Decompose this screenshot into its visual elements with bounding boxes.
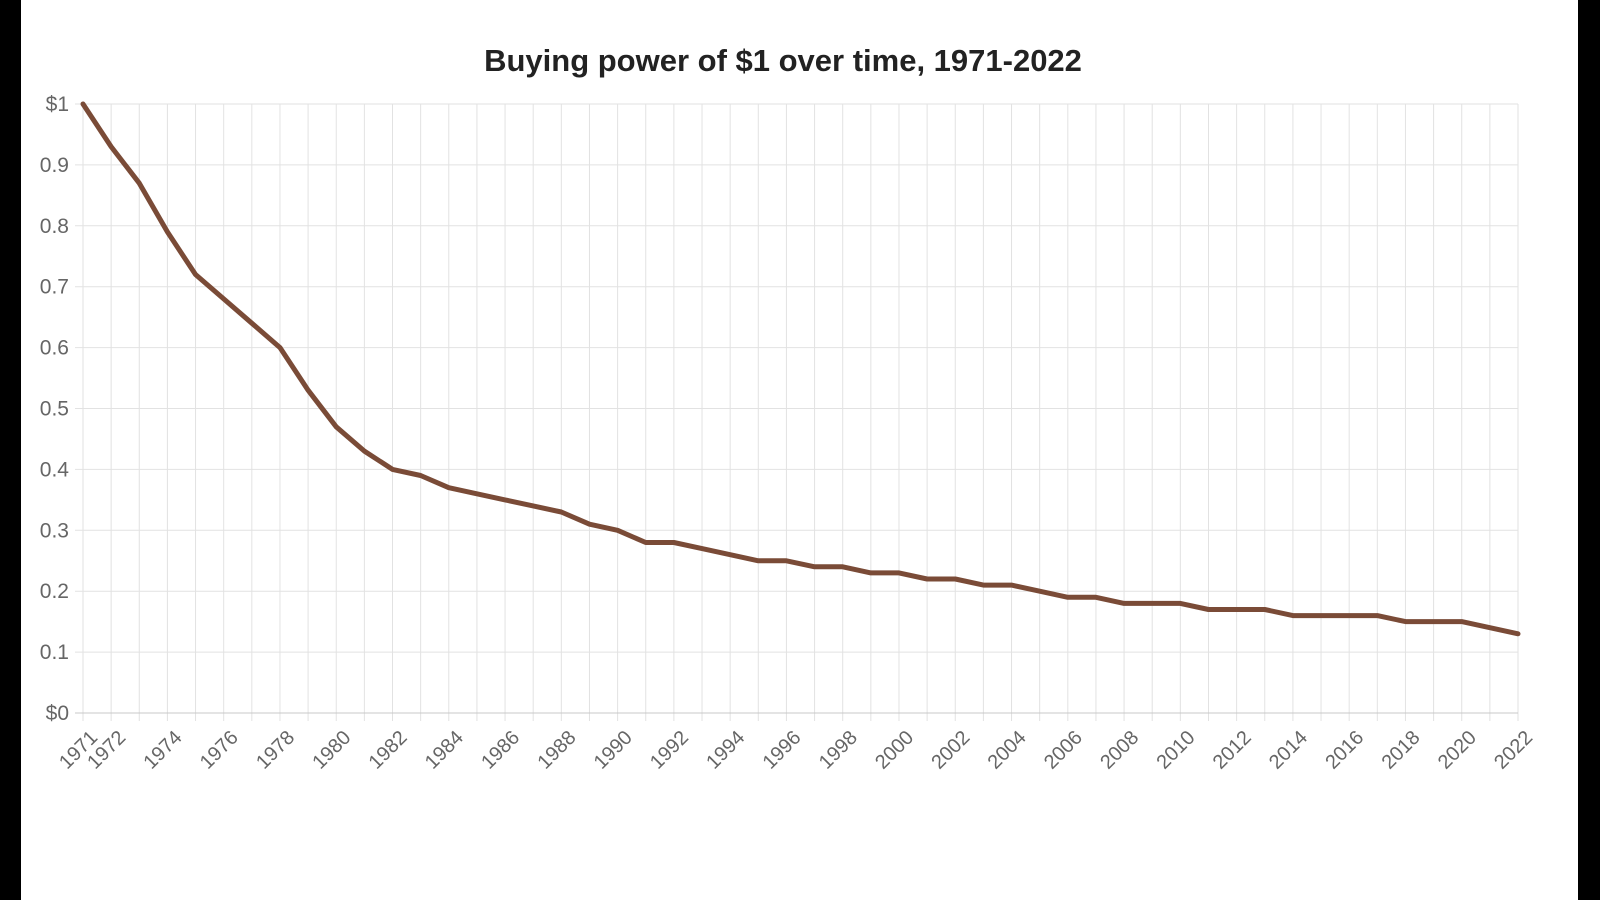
data-point (1262, 607, 1267, 612)
data-point (1206, 607, 1211, 612)
data-point (1009, 583, 1014, 588)
data-point (1290, 613, 1295, 618)
data-point (362, 449, 367, 454)
data-point (953, 577, 958, 582)
data-point (1403, 619, 1408, 624)
data-point (868, 570, 873, 575)
data-point (109, 144, 114, 149)
x-tick-label: 2020 (1434, 727, 1481, 774)
data-point (812, 564, 817, 569)
data-point (643, 540, 648, 545)
data-point (249, 321, 254, 326)
data-point (277, 345, 282, 350)
data-point (1375, 613, 1380, 618)
data-point (165, 229, 170, 234)
data-point (1065, 595, 1070, 600)
x-tick-label: 2018 (1378, 727, 1425, 774)
data-point (221, 296, 226, 301)
y-tick-label: 0.8 (40, 215, 69, 238)
data-point (390, 467, 395, 472)
y-tick-label: $1 (46, 93, 69, 116)
x-tick-label: 1998 (815, 727, 862, 774)
data-point (728, 552, 733, 557)
y-axis: $0 0.1 0.2 0.3 0.4 0.5 0.6 0.7 0.8 0.9 $1 (40, 93, 70, 725)
data-point (756, 558, 761, 563)
y-tick-label: $0 (46, 702, 69, 725)
data-point (840, 564, 845, 569)
data-point (81, 102, 86, 107)
y-tick-label: 0.4 (40, 458, 70, 481)
x-tick-label: 1984 (421, 727, 468, 774)
series-line (80, 101, 1521, 637)
x-tick-label: 2002 (927, 727, 974, 774)
data-point (925, 577, 930, 582)
y-tick-label: 0.2 (40, 580, 69, 603)
data-point (531, 503, 536, 508)
y-tick-label: 0.9 (40, 154, 69, 177)
y-tick-label: 0.1 (40, 641, 69, 664)
x-tick-label: 2022 (1490, 727, 1537, 774)
x-tick-label: 2014 (1265, 727, 1312, 774)
data-point (615, 528, 620, 533)
chart-frame: Buying power of $1 over time, 1971-2022 … (21, 0, 1578, 900)
x-tick-label: 2010 (1152, 727, 1199, 774)
y-tick-label: 0.5 (40, 398, 69, 421)
data-point (1037, 589, 1042, 594)
x-tick-label: 2004 (984, 727, 1031, 774)
data-point (896, 570, 901, 575)
chart-title: Buying power of $1 over time, 1971-2022 (484, 43, 1082, 78)
data-point (1487, 625, 1492, 630)
data-point (503, 497, 508, 502)
x-tick-label: 2012 (1209, 727, 1256, 774)
x-tick-label: 2008 (1096, 727, 1143, 774)
data-point (587, 522, 592, 527)
grid-lines (75, 103, 1519, 721)
data-point (1150, 601, 1155, 606)
data-point (1347, 613, 1352, 618)
data-point (446, 485, 451, 490)
x-tick-label: 1976 (196, 727, 243, 774)
data-point (981, 583, 986, 588)
data-point (671, 540, 676, 545)
data-point (1319, 613, 1324, 618)
x-tick-label: 2006 (1040, 727, 1087, 774)
data-point (1516, 631, 1521, 636)
data-point (1234, 607, 1239, 612)
data-point (418, 473, 423, 478)
x-tick-label: 1992 (646, 727, 693, 774)
y-tick-label: 0.3 (40, 519, 69, 542)
x-tick-label: 1990 (590, 727, 637, 774)
x-tick-label: 1994 (702, 727, 749, 774)
data-point (137, 181, 142, 186)
x-tick-label: 1996 (759, 727, 806, 774)
data-point (1122, 601, 1127, 606)
data-point (1093, 595, 1098, 600)
data-point (193, 272, 198, 277)
line-chart: Buying power of $1 over time, 1971-2022 … (40, 43, 1537, 774)
x-tick-label: 1978 (252, 727, 299, 774)
data-point (559, 510, 564, 515)
x-tick-label: 2000 (871, 727, 918, 774)
data-point (474, 491, 479, 496)
data-point (306, 388, 311, 393)
data-point (1459, 619, 1464, 624)
x-tick-label: 2016 (1321, 727, 1368, 774)
series-group (80, 101, 1521, 637)
data-point (334, 424, 339, 429)
x-tick-label: 1974 (140, 727, 187, 774)
data-point (1178, 601, 1183, 606)
data-point (784, 558, 789, 563)
x-tick-label: 1982 (365, 727, 412, 774)
y-tick-label: 0.6 (40, 337, 69, 360)
y-tick-label: 0.7 (40, 276, 69, 299)
x-tick-label: 1986 (477, 727, 524, 774)
x-tick-label: 1980 (308, 727, 355, 774)
data-point (1431, 619, 1436, 624)
data-point (700, 546, 705, 551)
x-tick-label: 1988 (533, 727, 580, 774)
